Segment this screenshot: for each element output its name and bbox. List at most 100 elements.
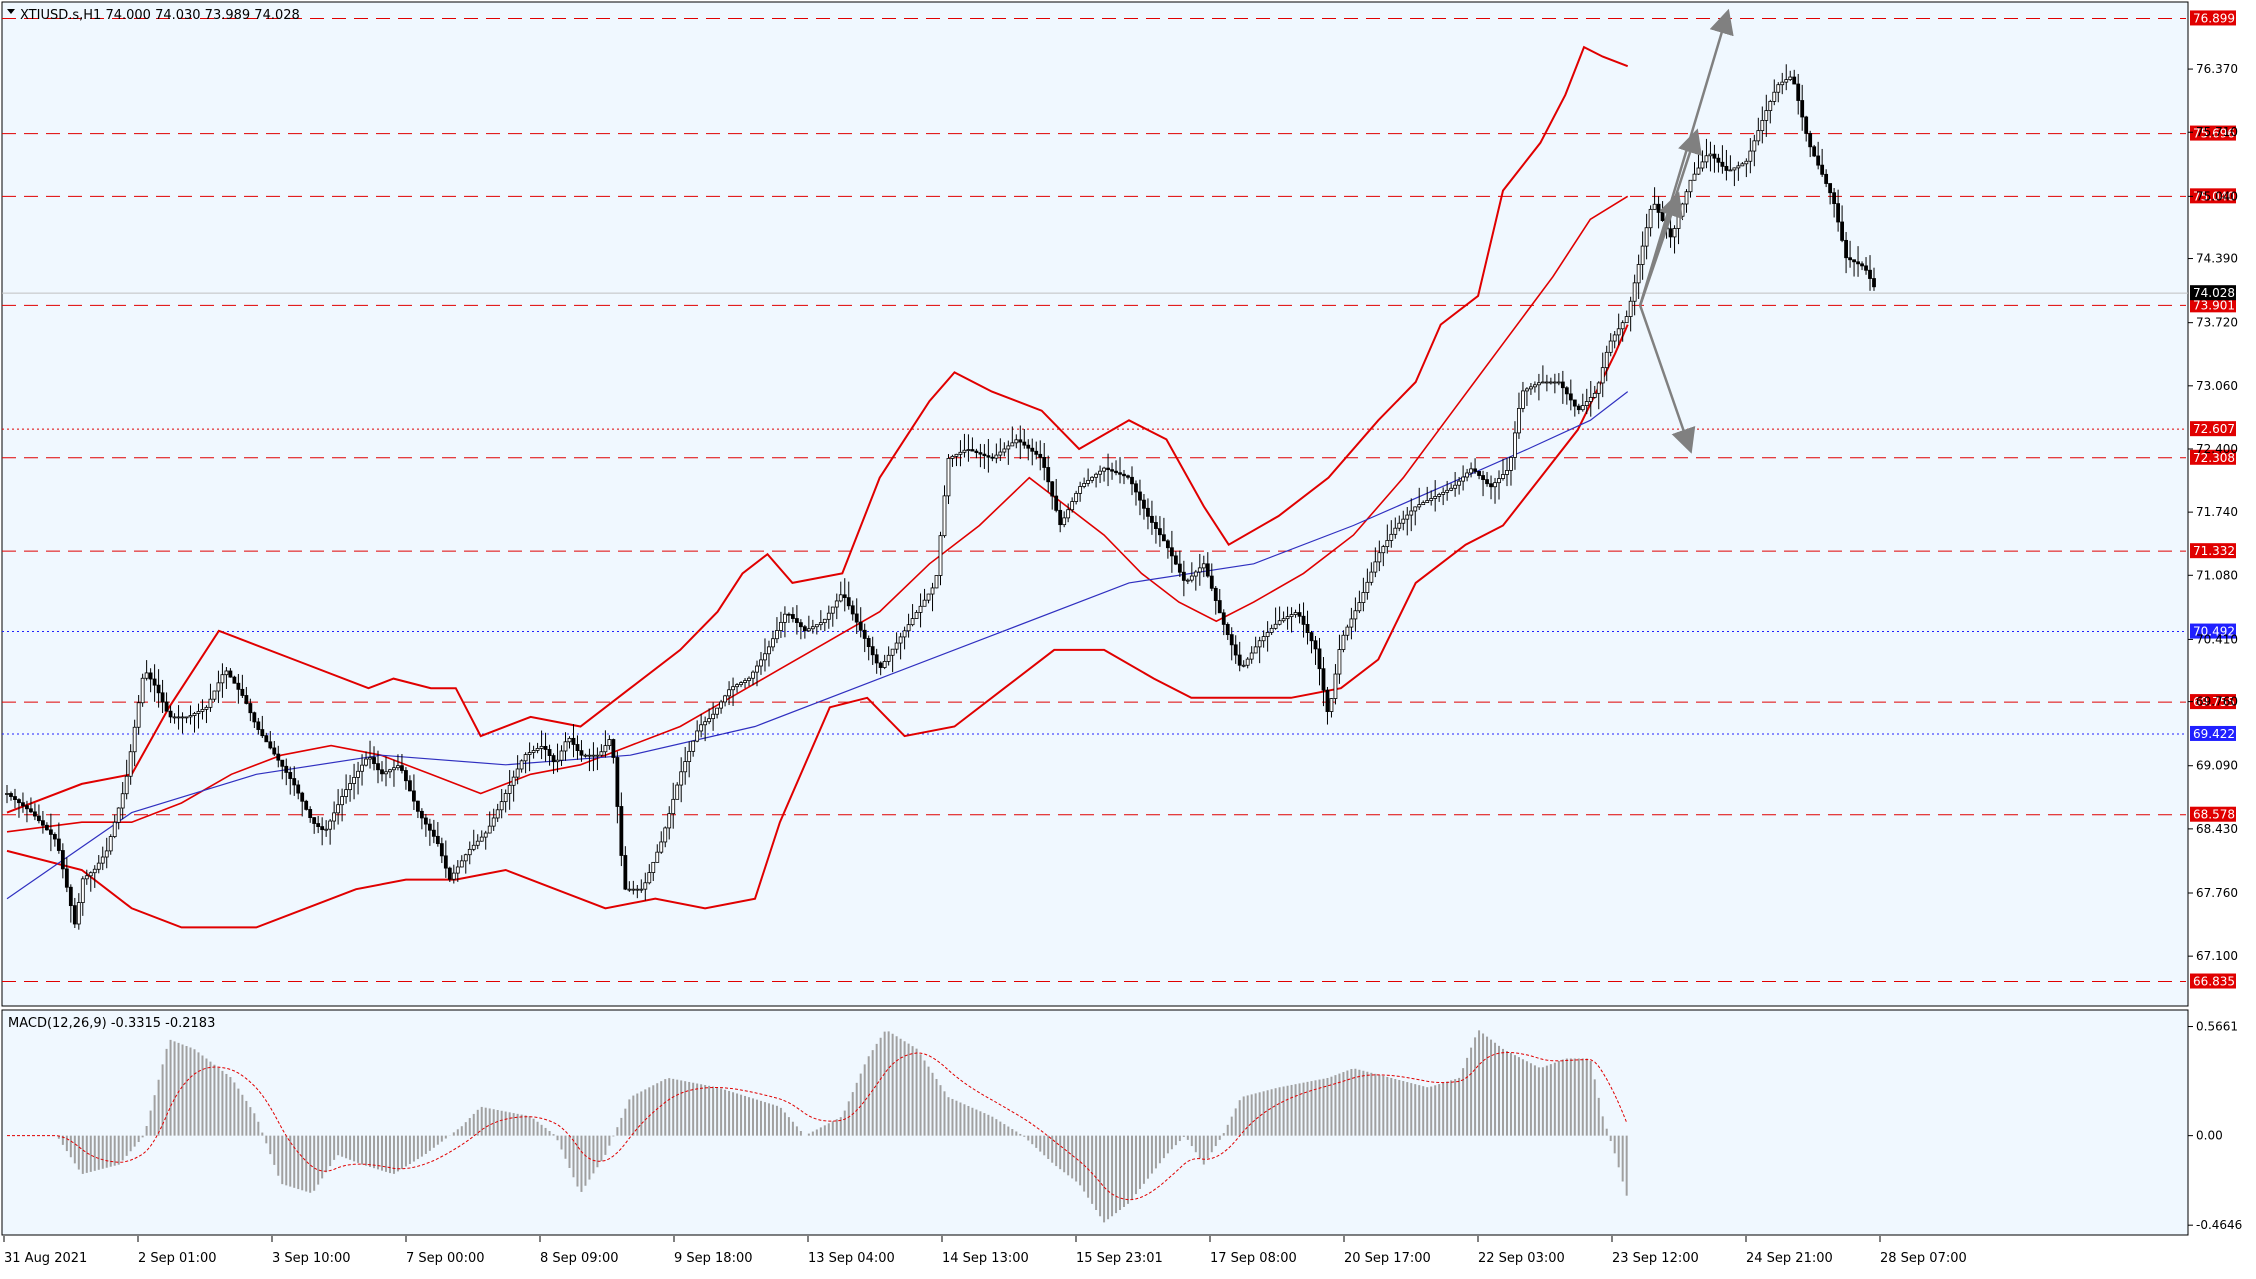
candle-body — [1836, 203, 1841, 223]
candle-body — [1385, 540, 1390, 547]
candle-body — [1860, 263, 1864, 267]
candle-body — [519, 760, 524, 770]
candle-body — [1540, 381, 1545, 384]
candle-body — [1357, 602, 1362, 612]
candle-body — [72, 905, 77, 925]
candle-body — [751, 671, 755, 679]
candle-body — [1564, 387, 1569, 395]
candle-body — [1768, 101, 1773, 112]
candle-body — [1058, 509, 1063, 526]
candle-body — [1856, 261, 1860, 265]
price-tick-label-9: 70.410 — [2196, 632, 2238, 646]
projection-arrow-2[interactable] — [1638, 191, 1683, 306]
candle-body — [914, 612, 919, 619]
candle-body — [1189, 575, 1194, 581]
candle-body — [1704, 155, 1709, 163]
candle-body — [1034, 450, 1039, 455]
candle-body — [771, 638, 775, 648]
candle-body — [743, 680, 747, 683]
candle-body — [1576, 405, 1581, 411]
candle-body — [1177, 563, 1182, 573]
candle-body — [719, 701, 723, 709]
projection-arrows[interactable] — [1638, 8, 1734, 454]
candle-body — [703, 721, 708, 726]
candle-body — [1840, 221, 1844, 241]
candle-body — [1253, 646, 1258, 654]
candle-body — [1816, 155, 1821, 166]
candle-body — [814, 624, 819, 628]
candle-body — [511, 776, 516, 786]
moving-average-line — [6, 391, 1629, 900]
projection-arrow-3[interactable] — [1638, 305, 1696, 454]
candle-body — [651, 861, 656, 873]
candle-body — [13, 796, 17, 800]
candle-body — [767, 646, 771, 655]
candle-body — [787, 613, 791, 616]
candle-body — [607, 739, 612, 747]
candle-body — [1425, 500, 1430, 503]
candle-body — [1257, 640, 1262, 648]
time-tick-label-6: 13 Sep 04:00 — [808, 1251, 895, 1266]
candle-body — [818, 622, 823, 626]
candle-body — [1006, 445, 1011, 450]
candle-body — [675, 784, 680, 800]
candle-body — [423, 817, 428, 825]
candle-body — [1381, 546, 1386, 554]
time-tick-label-11: 22 Sep 03:00 — [1478, 1251, 1565, 1266]
candle-body — [878, 662, 883, 668]
candle-body — [435, 835, 440, 845]
candle-body — [479, 836, 484, 842]
candle-body — [1345, 626, 1350, 636]
candle-body — [1804, 116, 1809, 134]
candle-body — [1720, 161, 1725, 167]
candle-body — [1660, 212, 1665, 221]
candle-body — [1018, 439, 1023, 443]
candle-body — [1229, 634, 1234, 646]
bollinger-upper-line — [6, 45, 1629, 814]
candle-body — [763, 653, 767, 661]
level-tag-3 — [2190, 297, 2236, 313]
candle-body — [563, 741, 568, 752]
candle-body — [467, 848, 472, 856]
candle-body — [707, 718, 712, 723]
candle-body — [779, 621, 783, 631]
candle-body — [188, 715, 193, 718]
symbol-header: XTIUSD.s,H1 74.000 74.030 73.989 74.028 — [20, 8, 300, 23]
candle-body — [806, 628, 811, 632]
candle-body — [256, 721, 261, 730]
candle-body — [822, 618, 827, 624]
dropdown-triangle-icon[interactable] — [7, 9, 15, 14]
candle-body — [1309, 632, 1314, 642]
candle-body — [802, 626, 807, 632]
candle-body — [148, 672, 153, 680]
candle-body — [33, 811, 37, 817]
level-tag-9 — [2190, 725, 2236, 741]
macd-histogram: 0.5661 0.00 -0.4646 — [7, 1020, 2242, 1232]
candle-body — [296, 784, 301, 794]
candle-body — [92, 868, 97, 874]
candle-body — [858, 621, 863, 631]
level-tag-label-8: 69.755 — [2193, 695, 2235, 709]
time-axis-background — [0, 1240, 2256, 1275]
candle-body — [216, 682, 221, 692]
candle-body — [136, 702, 141, 728]
candle-body — [1293, 612, 1298, 615]
candle-body — [619, 806, 624, 856]
level-tag-label-11: 66.835 — [2193, 975, 2235, 989]
candle-body — [1584, 401, 1589, 406]
candle-body — [1062, 517, 1067, 526]
candle-body — [1173, 555, 1178, 565]
candle-body — [810, 626, 815, 630]
candle-body — [376, 763, 380, 771]
candle-body — [1441, 491, 1446, 495]
candle-body — [368, 757, 372, 760]
candle-body — [567, 737, 572, 743]
candle-body — [830, 606, 835, 614]
candle-body — [1389, 533, 1394, 541]
time-tick-label-10: 20 Sep 17:00 — [1344, 1251, 1431, 1266]
candle-body — [954, 453, 959, 457]
current-price-label: 74.028 — [2193, 286, 2235, 300]
candle-body — [1684, 191, 1689, 205]
macd-signal-line — [7, 1052, 1628, 1201]
